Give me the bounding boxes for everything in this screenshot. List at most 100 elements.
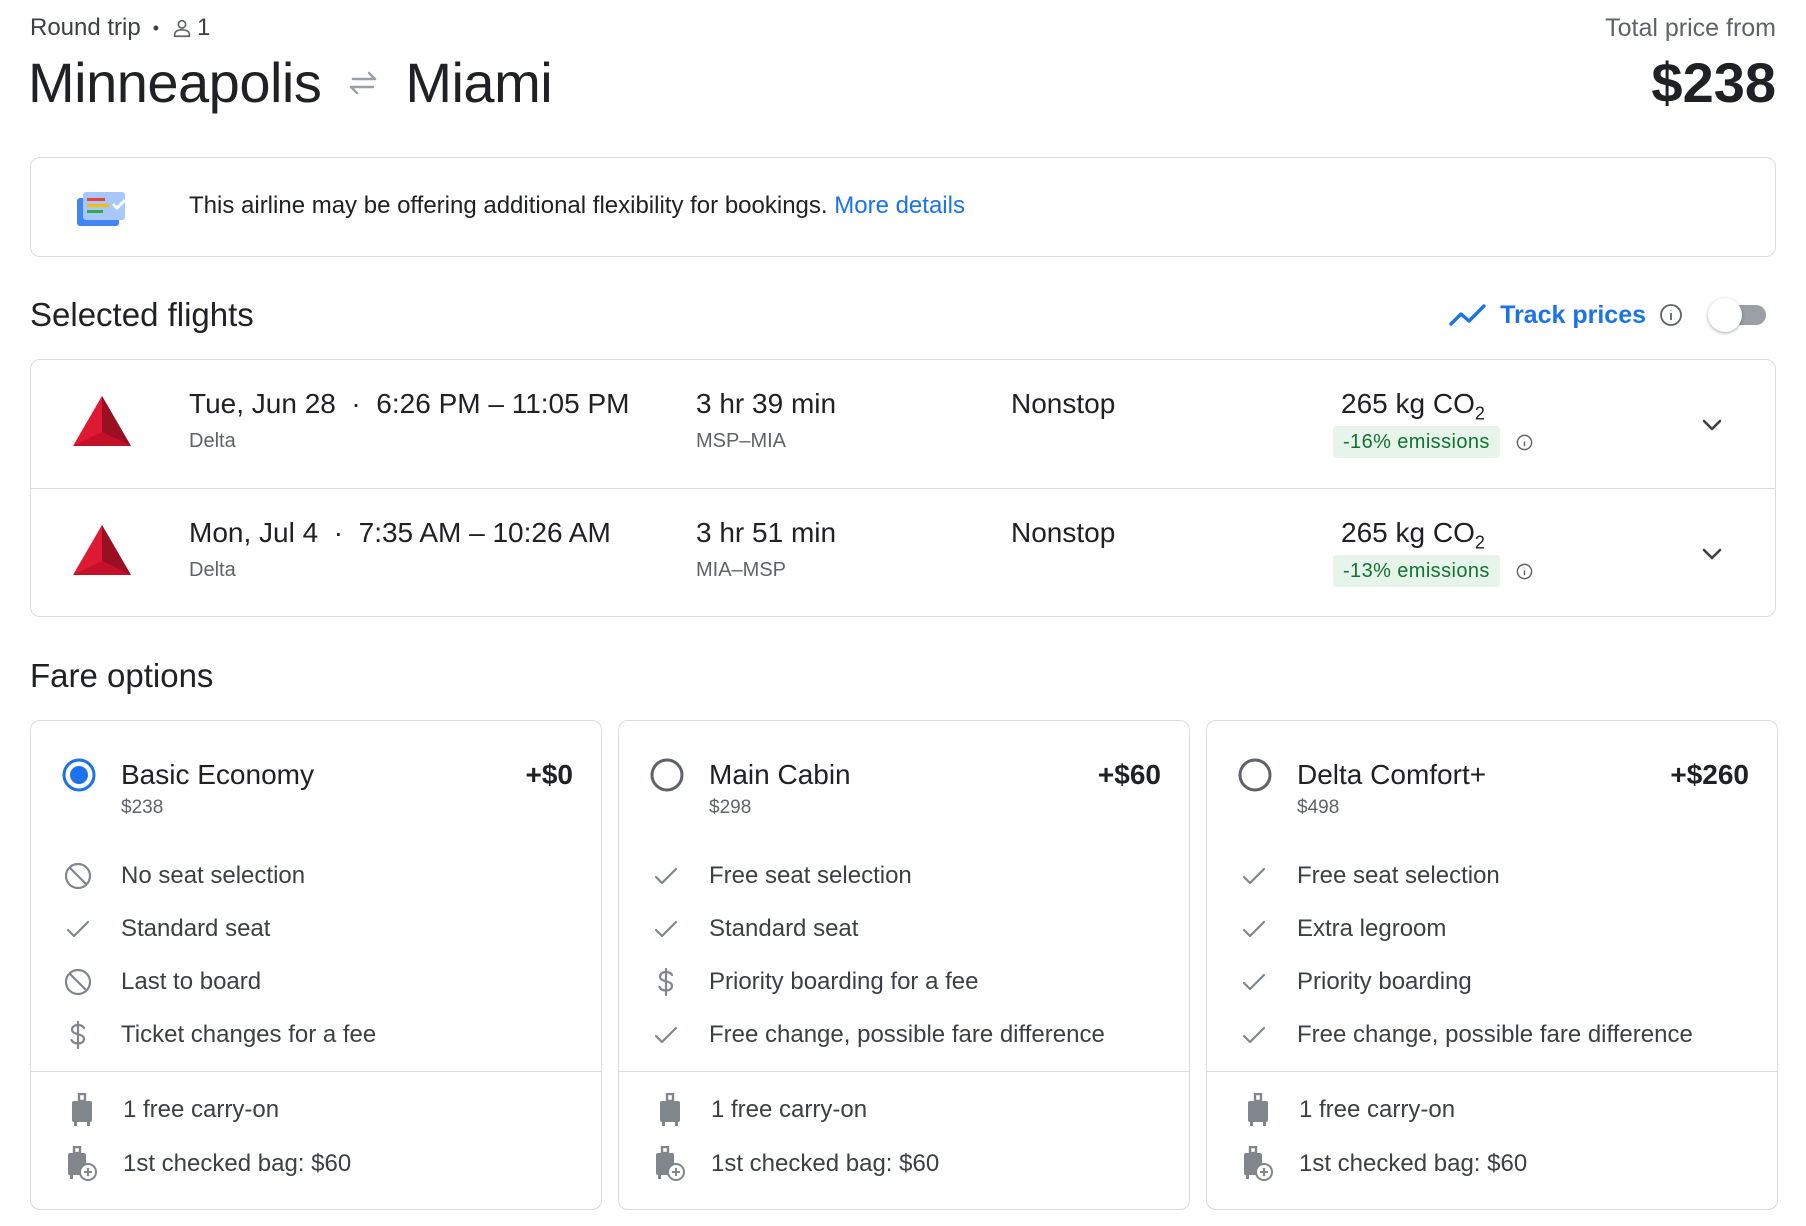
chevron-down-icon[interactable] bbox=[1697, 410, 1727, 440]
flight-airports: MIA–MSP bbox=[696, 559, 787, 581]
fare-feature: Free seat selection bbox=[649, 849, 1169, 902]
fare-features: No seat selection Standard seat Last to bo… bbox=[61, 849, 581, 1061]
toggle-knob bbox=[1708, 298, 1742, 332]
fare-feature-text: Priority boarding for a fee bbox=[709, 967, 979, 995]
fare-feature-text: Free change, possible fare difference bbox=[1297, 1020, 1693, 1048]
bag-allowance-text: 1 free carry-on bbox=[123, 1096, 280, 1123]
flight-row[interactable]: Tue, Jun 28 · 6:26 PM – 11:05 PM Delta 3… bbox=[31, 360, 1775, 488]
fare-feature: Standard seat bbox=[61, 902, 581, 955]
route-title: Minneapolis Miami bbox=[28, 50, 553, 115]
fare-card[interactable]: Basic Economy $238 +$0 No seat selection Sta… bbox=[30, 720, 602, 1210]
flight-duration: 3 hr 51 min bbox=[696, 517, 837, 548]
flight-duration: 3 hr 39 min bbox=[696, 388, 837, 419]
fare-bags: 1 free carry-on 1st checked bag: $60 bbox=[1243, 1083, 1763, 1191]
divider bbox=[1207, 1071, 1777, 1072]
bag-allowance-text: 1st checked bag: $60 bbox=[711, 1150, 940, 1177]
fare-price-difference: +$0 bbox=[525, 759, 574, 790]
more-details-link[interactable]: More details bbox=[834, 192, 965, 219]
fare-feature: Priority boarding bbox=[1237, 955, 1757, 1008]
fare-name: Basic Economy bbox=[121, 759, 314, 790]
carry-on-icon bbox=[67, 1091, 97, 1129]
trip-type[interactable]: Round trip bbox=[30, 14, 141, 41]
fare-price-difference: +$60 bbox=[1097, 759, 1161, 790]
flight-stops: Nonstop bbox=[1011, 388, 1116, 419]
separator-dot: · bbox=[325, 517, 359, 548]
flight-date: Tue, Jun 28 bbox=[189, 388, 336, 419]
radio-unselected-icon[interactable] bbox=[1237, 757, 1273, 793]
co2-value: 265 kg CO bbox=[1341, 517, 1475, 548]
info-icon[interactable] bbox=[1658, 302, 1684, 328]
fare-feature: Standard seat bbox=[649, 902, 1169, 955]
selected-flights-title: Selected flights bbox=[30, 296, 254, 333]
selected-flights-list: Tue, Jun 28 · 6:26 PM – 11:05 PM Delta 3… bbox=[30, 359, 1776, 617]
fare-bags: 1 free carry-on 1st checked bag: $60 bbox=[655, 1083, 1175, 1191]
fare-features: Free seat selection Extra legroom Priority… bbox=[1237, 849, 1757, 1061]
flight-airports: MSP–MIA bbox=[696, 430, 787, 452]
radio-selected-icon[interactable] bbox=[61, 757, 97, 793]
fare-feature: Last to board bbox=[61, 955, 581, 1008]
total-price: $238 bbox=[1651, 51, 1776, 114]
flight-time-range: 6:26 PM – 11:05 PM bbox=[376, 388, 630, 419]
total-price-label: Total price from bbox=[1605, 14, 1776, 42]
fare-feature-text: Ticket changes for a fee bbox=[121, 1020, 377, 1048]
ticket-icon bbox=[77, 192, 127, 226]
fare-feature: Free change, possible fare difference bbox=[1237, 1008, 1757, 1061]
fare-feature-text: Free seat selection bbox=[709, 861, 912, 889]
info-icon[interactable] bbox=[1515, 433, 1534, 452]
fare-feature: Free change, possible fare difference bbox=[649, 1008, 1169, 1061]
fare-feature: Ticket changes for a fee bbox=[61, 1008, 581, 1061]
flight-row[interactable]: Mon, Jul 4 · 7:35 AM – 10:26 AM Delta 3 … bbox=[31, 488, 1775, 616]
co2-amount: 265 kg CO2 bbox=[1341, 517, 1485, 554]
no-icon bbox=[61, 859, 95, 893]
fare-price: $498 bbox=[1297, 797, 1340, 818]
radio-unselected-icon[interactable] bbox=[649, 757, 685, 793]
dollar-icon bbox=[61, 1018, 95, 1052]
co2-subscript: 2 bbox=[1474, 403, 1485, 424]
fare-price: $298 bbox=[709, 797, 752, 818]
check-icon bbox=[649, 912, 683, 946]
flight-date: Mon, Jul 4 bbox=[189, 517, 319, 548]
separator-dot: · bbox=[343, 388, 377, 419]
fare-bags: 1 free carry-on 1st checked bag: $60 bbox=[67, 1083, 587, 1191]
checked-bag-icon bbox=[67, 1145, 97, 1183]
fare-feature: Priority boarding for a fee bbox=[649, 955, 1169, 1008]
co2-value: 265 kg CO bbox=[1341, 388, 1475, 419]
fare-name: Delta Comfort+ bbox=[1297, 759, 1487, 790]
track-prices-label[interactable]: Track prices bbox=[1500, 300, 1646, 329]
flight-times: Mon, Jul 4 · 7:35 AM – 10:26 AM bbox=[189, 517, 611, 549]
fare-card[interactable]: Delta Comfort+ $498 +$260 Free seat selecti… bbox=[1206, 720, 1778, 1210]
fare-feature-text: Standard seat bbox=[709, 914, 859, 942]
fare-feature: Extra legroom bbox=[1237, 902, 1757, 955]
origin-city: Minneapolis bbox=[28, 51, 322, 114]
bag-allowance-text: 1 free carry-on bbox=[1299, 1096, 1456, 1123]
track-prices-toggle[interactable] bbox=[1708, 298, 1770, 332]
fare-features: Free seat selection Standard seat Priority… bbox=[649, 849, 1169, 1061]
co2-amount: 265 kg CO2 bbox=[1341, 388, 1485, 425]
emissions-badge: -13% emissions bbox=[1333, 555, 1500, 587]
check-icon bbox=[1237, 1018, 1271, 1052]
dollar-icon bbox=[649, 965, 683, 999]
bag-allowance-text: 1 free carry-on bbox=[711, 1096, 868, 1123]
trip-meta: Round trip • 1 bbox=[30, 14, 210, 42]
bag-allowance: 1st checked bag: $60 bbox=[67, 1137, 587, 1191]
passenger-count[interactable]: 1 bbox=[171, 14, 210, 42]
emissions-badge: -16% emissions bbox=[1333, 426, 1500, 458]
bag-allowance: 1st checked bag: $60 bbox=[655, 1137, 1175, 1191]
airline-name: Delta bbox=[189, 430, 236, 452]
info-icon[interactable] bbox=[1515, 562, 1534, 581]
person-icon bbox=[173, 19, 191, 38]
fare-feature-text: Extra legroom bbox=[1297, 914, 1447, 942]
fare-feature-text: No seat selection bbox=[121, 861, 306, 889]
divider bbox=[31, 1071, 601, 1072]
fare-name: Main Cabin bbox=[709, 759, 851, 790]
fare-card[interactable]: Main Cabin $298 +$60 Free seat selection Sta… bbox=[618, 720, 1190, 1210]
check-icon bbox=[649, 1018, 683, 1052]
co2-subscript: 2 bbox=[1474, 532, 1485, 553]
checked-bag-icon bbox=[1243, 1145, 1273, 1183]
notice-text: This airline may be offering additional … bbox=[189, 192, 828, 219]
round-trip-arrows-icon bbox=[350, 71, 377, 94]
carry-on-icon bbox=[1243, 1091, 1273, 1129]
fare-feature-text: Free change, possible fare difference bbox=[709, 1020, 1105, 1048]
carry-on-icon bbox=[655, 1091, 685, 1129]
chevron-down-icon[interactable] bbox=[1697, 539, 1727, 569]
